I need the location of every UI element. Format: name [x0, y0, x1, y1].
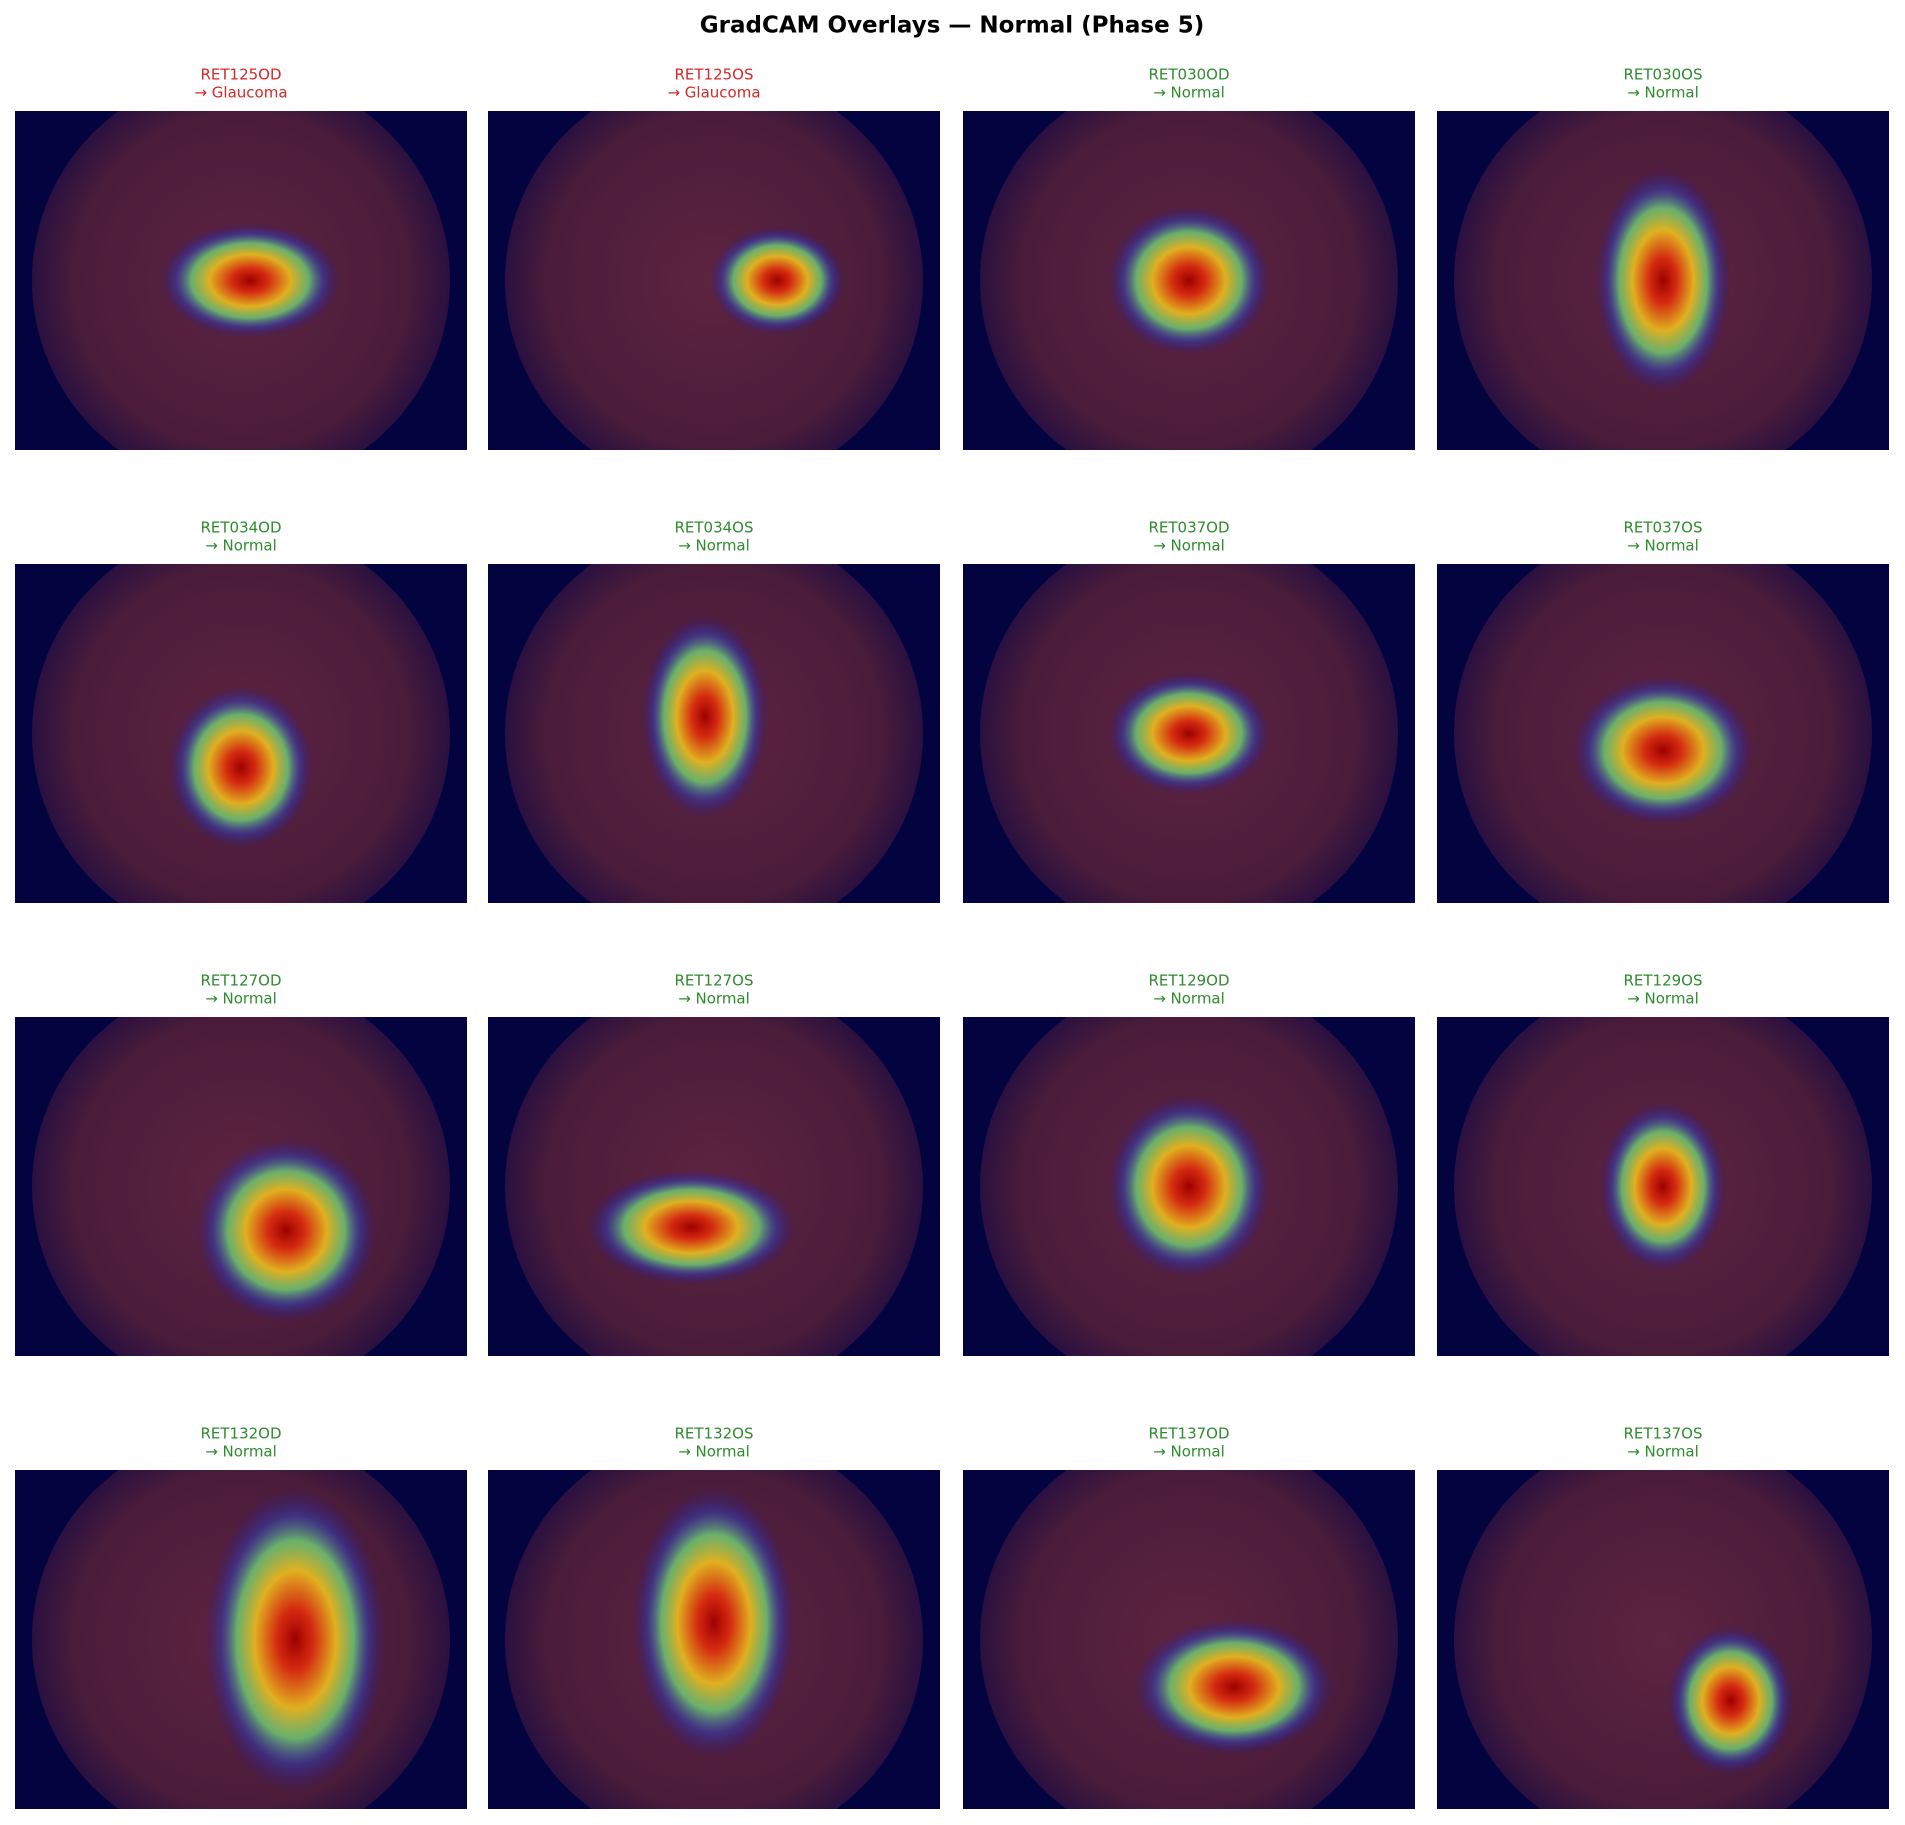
panel-image [980, 1470, 1398, 1809]
panel: RET127OS→ Normal [488, 972, 940, 1356]
panel-image [505, 1017, 923, 1356]
panel-image [1454, 1470, 1872, 1809]
panel-prediction: → Normal [1627, 537, 1699, 555]
panel-image [32, 111, 450, 450]
panel: RET030OS→ Normal [1437, 66, 1889, 450]
panel-id: RET132OD [200, 1425, 281, 1443]
panel-id: RET037OS [1623, 519, 1702, 537]
panel-prediction: → Normal [1627, 1443, 1699, 1461]
panel-image [1454, 111, 1872, 450]
panel-prediction: → Normal [678, 1443, 750, 1461]
panel-image [505, 564, 923, 903]
panel-prediction: → Normal [1627, 84, 1699, 102]
panel-id: RET125OS [674, 66, 753, 84]
panel-prediction: → Normal [1153, 84, 1225, 102]
panel-id: RET137OS [1623, 1425, 1702, 1443]
panel-image [1454, 564, 1872, 903]
panel-prediction: → Normal [205, 990, 277, 1008]
panel: RET129OS→ Normal [1437, 972, 1889, 1356]
panel-image [32, 1470, 450, 1809]
panel-prediction: → Normal [205, 1443, 277, 1461]
panel-id: RET037OD [1148, 519, 1229, 537]
panel-image [32, 564, 450, 903]
panel: RET127OD→ Normal [15, 972, 467, 1356]
heatmap-spot [1107, 1094, 1271, 1279]
panel: RET137OS→ Normal [1437, 1425, 1889, 1809]
panel-id: RET137OD [1148, 1425, 1229, 1443]
panel: RET132OS→ Normal [488, 1425, 940, 1809]
heatmap-spot [168, 686, 314, 849]
panel: RET034OS→ Normal [488, 519, 940, 903]
panel-prediction: → Glaucoma [667, 84, 760, 102]
panel: RET037OD→ Normal [963, 519, 1415, 903]
panel-image [505, 1470, 923, 1809]
panel-image [32, 1017, 450, 1356]
panel-id: RET127OS [674, 972, 753, 990]
panel: RET125OS→ Glaucoma [488, 66, 940, 450]
heatmap-spot [709, 226, 846, 335]
panel: RET125OD→ Glaucoma [15, 66, 467, 450]
panel-id: RET034OD [200, 519, 281, 537]
panel-id: RET129OS [1623, 972, 1702, 990]
panel: RET137OD→ Normal [963, 1425, 1415, 1809]
panel-id: RET030OD [1148, 66, 1229, 84]
panel-prediction: → Normal [1153, 990, 1225, 1008]
heatmap-spot [1107, 205, 1271, 356]
panel-prediction: → Normal [678, 990, 750, 1008]
heatmap-spot [1134, 1619, 1334, 1755]
panel-id: RET030OS [1623, 66, 1702, 84]
heatmap-spot [632, 1486, 796, 1759]
heatmap-spot [1595, 168, 1731, 393]
heatmap-spot [159, 222, 341, 339]
panel-image [980, 564, 1398, 903]
heatmap-spot [1667, 1625, 1795, 1776]
heatmap-spot [195, 1139, 377, 1323]
panel-prediction: → Normal [1153, 537, 1225, 555]
panel-prediction: → Glaucoma [194, 84, 287, 102]
panel-prediction: → Normal [1627, 990, 1699, 1008]
panel-prediction: → Normal [678, 537, 750, 555]
panel-id: RET034OS [674, 519, 753, 537]
panel-id: RET129OD [1148, 972, 1229, 990]
heatmap-spot [1107, 672, 1271, 795]
heatmap-spot [1572, 675, 1754, 826]
panel-id: RET125OD [200, 66, 281, 84]
panel-image [980, 111, 1398, 450]
panel: RET037OS→ Normal [1437, 519, 1889, 903]
panel: RET030OD→ Normal [963, 66, 1415, 450]
heatmap-spot [204, 1486, 386, 1793]
panel-id: RET127OD [200, 972, 281, 990]
heatmap-spot [587, 1169, 796, 1285]
panel-image [505, 111, 923, 450]
panel-prediction: → Normal [1153, 1443, 1225, 1461]
panel-image [980, 1017, 1398, 1356]
panel-image [1454, 1017, 1872, 1356]
panel: RET034OD→ Normal [15, 519, 467, 903]
heatmap-spot [1599, 1101, 1727, 1272]
panel: RET129OD→ Normal [963, 972, 1415, 1356]
panel-id: RET132OS [674, 1425, 753, 1443]
panel: RET132OD→ Normal [15, 1425, 467, 1809]
panel-prediction: → Normal [205, 537, 277, 555]
heatmap-spot [641, 614, 769, 819]
figure-title: GradCAM Overlays — Normal (Phase 5) [700, 13, 1205, 39]
